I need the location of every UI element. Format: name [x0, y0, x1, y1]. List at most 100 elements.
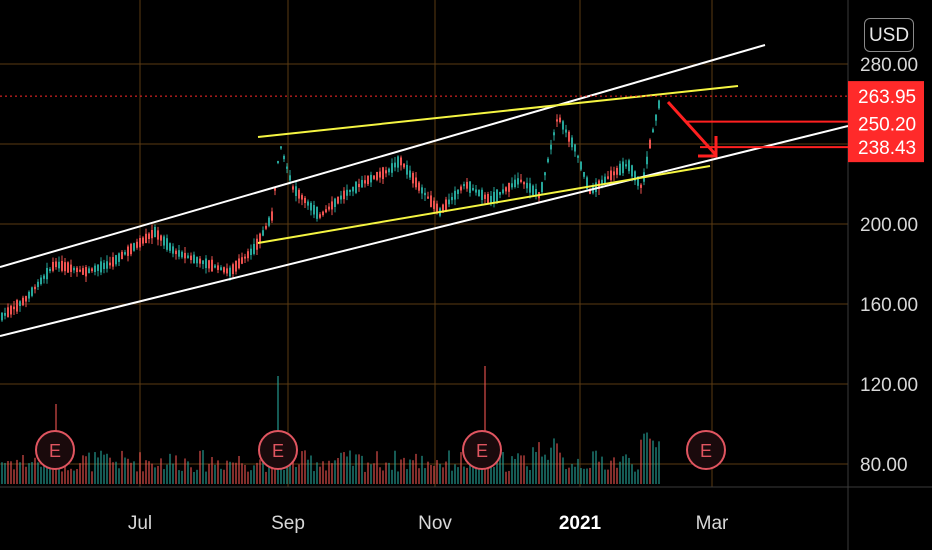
price-tag-label: 250.20: [858, 115, 916, 136]
volume-bar: [16, 459, 18, 484]
volume-bar: [646, 432, 648, 484]
candle-body: [304, 197, 306, 204]
candle-body: [163, 236, 165, 246]
volume-bar: [343, 452, 345, 484]
candle-body: [391, 163, 393, 173]
volume-bar: [283, 469, 285, 484]
volume-bar: [259, 459, 261, 484]
volume-bar: [397, 471, 399, 484]
volume-bar: [589, 467, 591, 484]
candle-body: [319, 214, 321, 218]
volume-bar: [460, 452, 462, 484]
candle-body: [214, 265, 216, 268]
volume-bar: [640, 439, 642, 484]
candle-body: [541, 182, 543, 193]
volume-bar: [544, 454, 546, 484]
candle-body: [328, 206, 330, 210]
candle-body: [508, 182, 510, 192]
volume-bar: [100, 450, 102, 484]
volume-bar: [91, 471, 93, 484]
volume-bar: [655, 447, 657, 484]
volume-bar: [301, 451, 303, 484]
candle-body: [595, 182, 597, 193]
volume-bar: [541, 456, 543, 484]
candle-body: [412, 173, 414, 184]
volume-bar: [571, 463, 573, 484]
candle-body: [160, 235, 162, 241]
time-axis: Jul Sep Nov 2021 Mar: [128, 513, 729, 534]
candle-body: [637, 176, 639, 186]
candle-body: [370, 174, 372, 183]
candle-body: [106, 261, 108, 269]
volume-bar: [160, 458, 162, 484]
earnings-marker[interactable]: E: [35, 430, 75, 470]
volume-bar: [532, 447, 534, 484]
volume-bar: [235, 462, 237, 484]
candle-body: [433, 200, 435, 209]
candle-body: [109, 262, 111, 266]
candle-body: [478, 189, 480, 197]
candle-body: [379, 171, 381, 178]
candle-body: [322, 211, 324, 216]
volume-bar: [166, 464, 168, 484]
candle-body: [562, 121, 564, 130]
earnings-marker-label: E: [49, 441, 61, 461]
volume-bar: [298, 464, 300, 484]
candle-body: [544, 172, 546, 176]
volume-bar: [634, 471, 636, 484]
candle-body: [523, 182, 525, 185]
earnings-marker[interactable]: E: [258, 430, 298, 470]
candle-body: [7, 307, 9, 318]
volume-bar: [319, 466, 321, 484]
candle-body: [364, 180, 366, 184]
volume-bar: [373, 463, 375, 484]
candle-body: [499, 191, 501, 195]
volume-bar: [529, 469, 531, 484]
volume-bar: [649, 438, 651, 484]
candle-body: [463, 184, 465, 187]
candle-body: [334, 198, 336, 207]
candle-body: [658, 100, 660, 109]
candle-body: [97, 264, 99, 271]
earnings-marker-circle: [258, 430, 298, 470]
candle-body: [256, 238, 258, 250]
volume-bar: [391, 469, 393, 484]
candle-body: [472, 187, 474, 191]
volume-bar: [124, 457, 126, 484]
candle-body: [607, 176, 609, 179]
candle-body: [79, 269, 81, 272]
candle-body: [127, 246, 129, 256]
candle-body: [511, 183, 513, 188]
volume-bar: [334, 460, 336, 484]
volume-bar: [604, 469, 606, 484]
candle-body: [46, 267, 48, 280]
candle-body: [250, 248, 252, 255]
candle-body: [361, 179, 363, 188]
candle-body: [115, 255, 117, 265]
volume-bar: [238, 455, 240, 484]
candle-body: [52, 261, 54, 271]
candle-body: [94, 265, 96, 272]
candle-body: [337, 196, 339, 204]
currency-button[interactable]: USD: [864, 18, 914, 52]
volume-bar: [550, 447, 552, 484]
candle-body: [70, 264, 72, 272]
volume-bar: [214, 464, 216, 484]
earnings-marker[interactable]: E: [686, 430, 726, 470]
candle-body: [406, 164, 408, 175]
volume-bar: [496, 451, 498, 484]
candle-body: [616, 167, 618, 175]
arrow-shaft: [666, 100, 718, 157]
candle-body: [49, 268, 51, 272]
volume-bar: [514, 458, 516, 484]
volume-bar: [142, 471, 144, 484]
volume-bar: [358, 454, 360, 484]
earnings-marker[interactable]: E: [462, 430, 502, 470]
volume-bar: [292, 455, 294, 484]
volume-bar: [355, 454, 357, 484]
candle-body: [178, 250, 180, 257]
candle-body: [409, 170, 411, 178]
volume-bar: [220, 468, 222, 484]
